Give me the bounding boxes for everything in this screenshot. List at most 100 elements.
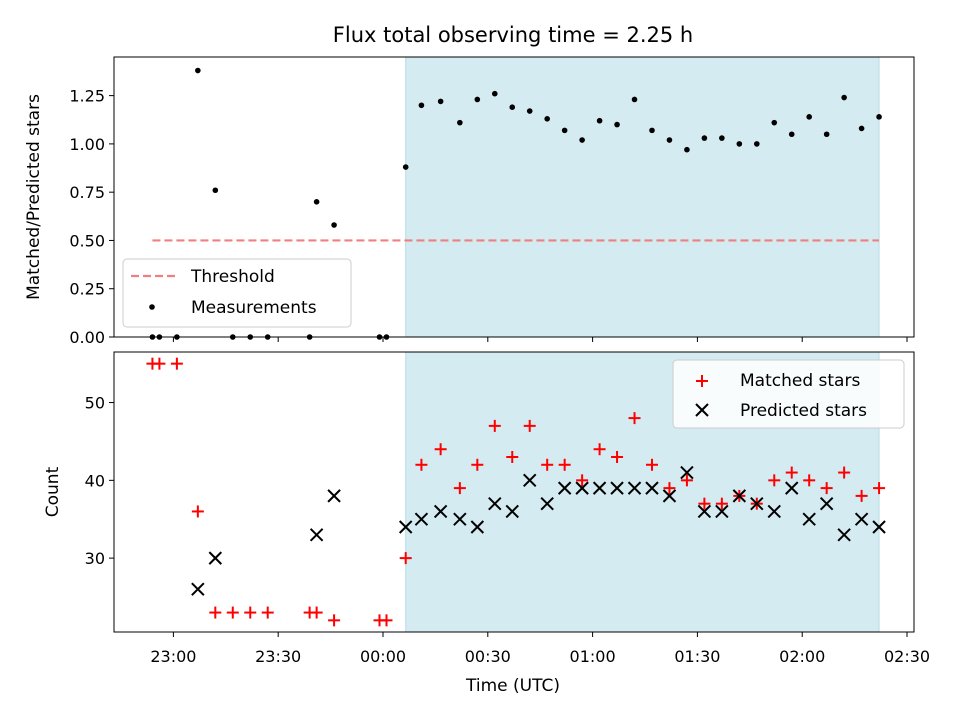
- predicted-star-marker: [872, 520, 886, 534]
- matched-star-marker: [715, 497, 728, 510]
- measurement-point: [876, 114, 882, 120]
- matched-star-marker: [680, 474, 693, 487]
- matched-star-marker: [226, 606, 239, 619]
- matched-star-marker: [873, 482, 886, 495]
- predicted-star-marker: [680, 465, 694, 480]
- predicted-star-marker-b: [191, 582, 205, 596]
- x-tick-label: 23:00: [150, 647, 196, 666]
- predicted-star-marker: [715, 504, 729, 519]
- top-shaded-region: [405, 56, 880, 338]
- predicted-star-marker: [732, 489, 747, 503]
- chart-title: Flux total observing time = 2.25 h: [333, 23, 693, 47]
- predicted-star-marker: [767, 504, 781, 519]
- bottom-axes-frame: [113, 351, 915, 633]
- matched-star-marker: [820, 482, 833, 495]
- predicted-star-marker: [592, 481, 607, 495]
- top-y-tick-label: 0.00: [69, 328, 105, 347]
- predicted-star-marker: [309, 528, 324, 542]
- predicted-star-marker: [785, 481, 799, 495]
- predicted-star-marker-b: [645, 481, 659, 495]
- measurement-point: [212, 187, 219, 194]
- predicted-star-marker: [453, 512, 467, 526]
- predicted-star-marker-b: [610, 481, 624, 495]
- bottom-y-tick-label: 30: [85, 549, 105, 568]
- measurement-point: [771, 119, 778, 126]
- predicted-star-marker: [505, 504, 519, 519]
- predicted-star-marker-b: [575, 481, 589, 495]
- x-tick-label: 01:30: [674, 647, 720, 666]
- predicted-star-marker-b: [488, 496, 502, 511]
- predicted-star-points: [191, 465, 886, 596]
- bottom-y-tick-label: 50: [85, 394, 105, 413]
- predicted-star-marker: [819, 496, 834, 511]
- predicted-star-marker: [523, 473, 537, 488]
- legend-measurements-swatch: [149, 304, 155, 310]
- predicted-star-marker-b: [872, 520, 886, 534]
- predicted-star-marker: [540, 496, 554, 511]
- predicted-star-marker-b: [819, 496, 834, 511]
- bottom-panel: 30 40 50 23:00 23:30 00:00 00:30 01:00 01:30 02:…: [43, 351, 930, 696]
- measurement-point: [313, 199, 320, 205]
- measurement-point: [736, 141, 743, 147]
- measurement-point: [474, 96, 481, 103]
- matched-star-marker: [628, 412, 641, 425]
- matched-star-marker: [593, 443, 606, 456]
- matched-star-marker: [244, 606, 257, 619]
- measurement-point: [666, 137, 673, 143]
- measurement-point: [806, 114, 812, 120]
- matched-star-marker: [855, 489, 868, 502]
- top-y-tick-label: 0.25: [69, 280, 105, 299]
- matched-star-marker: [153, 357, 166, 370]
- predicted-star-marker-b: [732, 489, 747, 503]
- predicted-star-marker-b: [837, 528, 851, 542]
- measurement-point: [753, 141, 760, 147]
- legend-matched-swatch: [696, 375, 708, 387]
- measurement-point: [788, 131, 795, 138]
- measurement-point: [579, 137, 585, 143]
- matched-star-marker: [380, 614, 393, 627]
- measurement-point: [437, 98, 444, 105]
- top-legend: Threshold Measurements: [122, 258, 352, 328]
- predicted-star-marker: [854, 512, 869, 526]
- predicted-star-marker: [208, 551, 223, 565]
- measurement-point: [457, 119, 463, 126]
- top-y-tick-label: 0.75: [69, 183, 105, 202]
- bottom-x-ticks: 23:00 23:30 00:00 00:30 01:00 01:30 02:00 02:30: [150, 632, 930, 666]
- measurement-point: [526, 108, 533, 114]
- matched-star-marker: [471, 458, 484, 471]
- top-y-tick-label: 0.50: [69, 231, 105, 250]
- predicted-star-marker-b: [523, 473, 537, 488]
- top-y-tick-label: 1.25: [69, 87, 105, 106]
- matched-star-marker: [698, 497, 711, 510]
- predicted-star-marker-b: [453, 512, 467, 526]
- matched-star-marker: [541, 458, 554, 471]
- measurement-point: [418, 102, 425, 109]
- predicted-star-marker: [398, 520, 413, 534]
- predicted-star-marker: [627, 481, 642, 495]
- legend-threshold-label: Threshold: [190, 267, 275, 287]
- measurement-point: [649, 127, 655, 134]
- matched-star-points: [146, 357, 886, 627]
- predicted-star-marker-b: [767, 504, 781, 519]
- predicted-star-marker: [575, 481, 589, 495]
- predicted-star-marker: [433, 504, 448, 519]
- predicted-star-marker-b: [208, 551, 223, 565]
- predicted-star-marker-b: [662, 489, 677, 503]
- matched-star-marker: [453, 482, 466, 495]
- matched-star-marker: [611, 451, 624, 463]
- matched-star-marker: [785, 466, 798, 479]
- measurement-point: [195, 67, 201, 74]
- matched-star-marker: [663, 482, 676, 495]
- matched-star-marker: [645, 458, 658, 471]
- top-axes-frame: [113, 56, 915, 338]
- matched-star-marker: [261, 606, 274, 619]
- x-tick-label: 00:00: [360, 647, 406, 666]
- predicted-star-marker-b: [854, 512, 869, 526]
- measurement-point: [596, 117, 603, 124]
- measurement-point: [841, 94, 847, 101]
- predicted-star-marker: [837, 528, 851, 542]
- predicted-star-marker-b: [785, 481, 799, 495]
- measurement-point: [719, 135, 725, 141]
- measurement-point: [614, 121, 620, 128]
